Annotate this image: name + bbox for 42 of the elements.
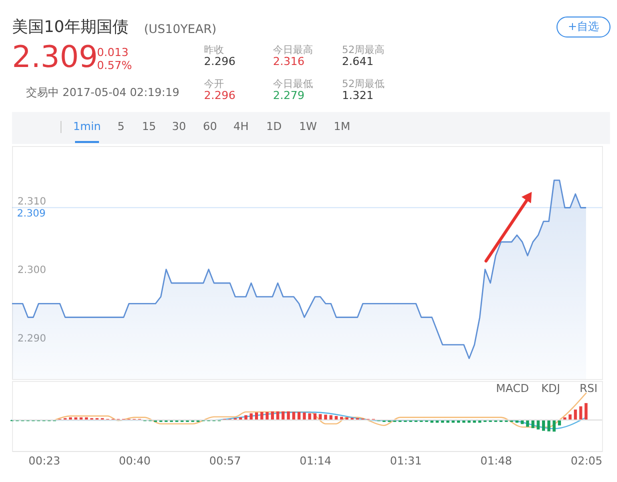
annotation: MACD <box>496 382 529 395</box>
ref-line-label: 2.309 <box>17 208 46 220</box>
text: 5 <box>118 120 124 133</box>
text: 2.279 <box>273 89 304 102</box>
x-tick-label: 02:05 <box>570 454 602 468</box>
text: 4H <box>233 120 249 133</box>
annotation: KDJ <box>541 382 560 395</box>
x-tick-label: 01:48 <box>480 454 512 468</box>
text: 52周最低 <box>342 79 385 90</box>
text: 1M <box>334 120 350 133</box>
text: 1W <box>299 120 318 133</box>
text: 2.296 <box>204 89 236 102</box>
text: 0.57% <box>97 59 132 72</box>
text: 2.296 <box>204 55 236 68</box>
text: 美国10年期国债 <box>12 17 128 36</box>
text: 交易中 2017-05-04 02:19:19 <box>26 86 180 99</box>
text: (US10YEAR) <box>144 22 216 36</box>
x-tick-label: 01:31 <box>390 454 422 468</box>
text: 1.321 <box>342 89 374 102</box>
text: 2.309 <box>12 40 98 75</box>
text: 2.316 <box>273 55 304 68</box>
text: 15 <box>142 120 156 133</box>
y-tick-label: 2.300 <box>18 264 46 276</box>
text: 0.013 <box>97 46 128 59</box>
text: 今日最低 <box>273 78 313 90</box>
y-tick-label: 2.310 <box>18 196 46 208</box>
text: 2.641 <box>342 55 374 68</box>
text: 昨收 <box>204 44 224 56</box>
x-tick-label: 00:57 <box>209 454 241 468</box>
y-tick-label: 2.290 <box>18 333 46 344</box>
text: 60 <box>203 120 217 133</box>
text: 30 <box>172 120 186 133</box>
text: 52周最高 <box>342 44 385 56</box>
text: 今开 <box>204 78 224 90</box>
text: 1min <box>73 120 101 133</box>
annotation: RSI <box>580 382 598 395</box>
x-tick-label: 01:14 <box>300 454 332 468</box>
x-tick-label: 00:23 <box>28 454 60 468</box>
text: 1D <box>266 120 282 133</box>
x-tick-label: 00:40 <box>118 454 151 468</box>
text: +自选 <box>568 20 600 33</box>
text: 今日最高 <box>273 44 313 56</box>
